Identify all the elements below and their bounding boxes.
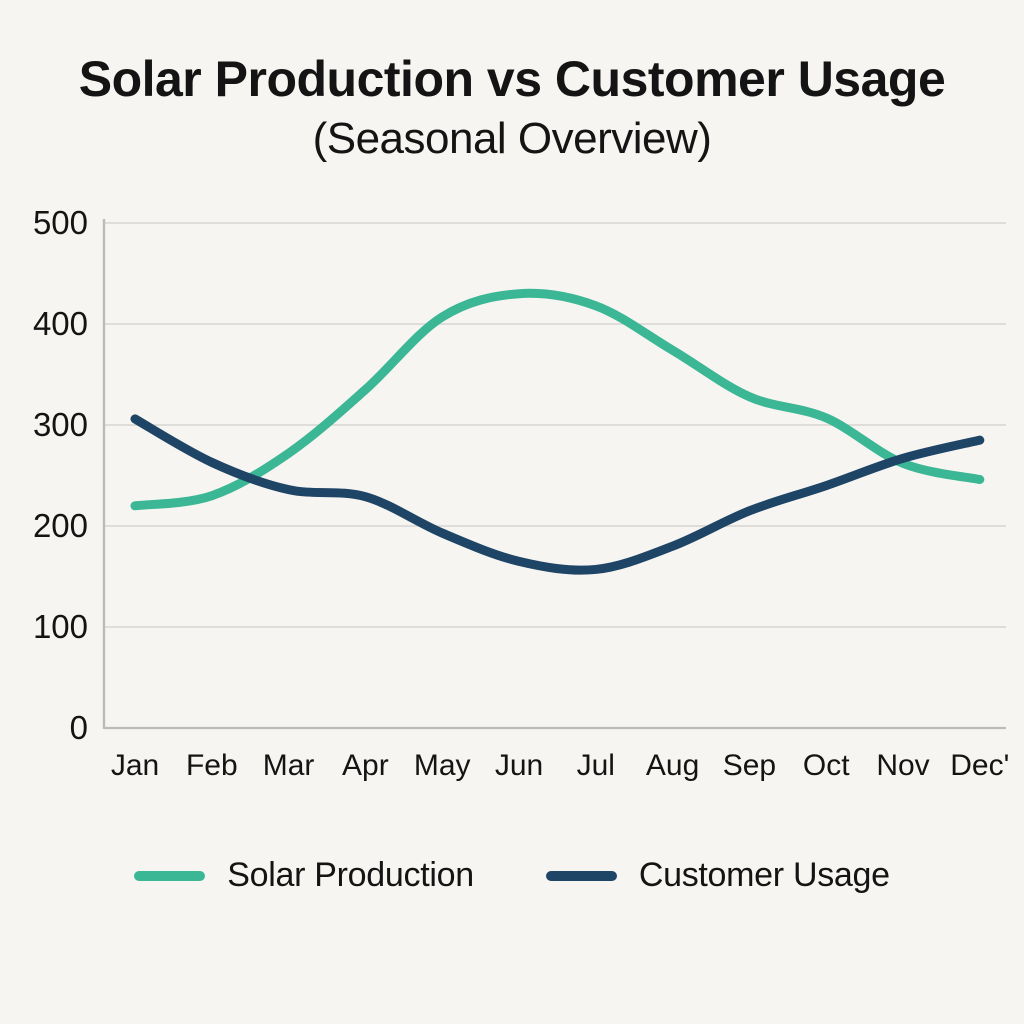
legend-item-solar-production: Solar Production — [134, 856, 474, 895]
x-tick-label-aug: Aug — [646, 749, 699, 782]
x-tick-label-jan: Jan — [111, 749, 159, 782]
x-tick-label-jul: Jul — [577, 749, 615, 782]
series-line-customer-usage — [130, 414, 985, 575]
x-tick-label-nov: Nov — [876, 749, 929, 782]
y-tick-label-500: 500 — [33, 204, 88, 241]
x-tick-label-oct: Oct — [803, 749, 850, 782]
customer-usage-line-swatch — [545, 870, 617, 881]
chart-subtitle: (Seasonal Overview) — [312, 114, 712, 163]
series-line-solar-production — [130, 288, 985, 511]
y-tick-label-100: 100 — [33, 608, 88, 645]
x-tick-label-sep: Sep — [723, 749, 776, 782]
x-tick-label-apr: Apr — [342, 749, 389, 782]
legend-item-customer-usage: Customer Usage — [545, 856, 890, 895]
legend-label-solar-production: Solar Production — [227, 856, 474, 894]
x-tick-label-jun: Jun — [495, 749, 543, 782]
legend: Solar Production Customer Usage — [0, 856, 1024, 895]
y-tick-label-300: 300 — [33, 406, 88, 443]
x-tick-label-mar: Mar — [263, 749, 315, 782]
solar-production-line-swatch — [134, 870, 206, 881]
y-tick-label-400: 400 — [33, 305, 88, 342]
chart-header: Solar Production vs Customer Usage (Seas… — [0, 0, 1024, 163]
legend-label-customer-usage: Customer Usage — [638, 856, 890, 894]
x-tick-label-dec: Dec' — [950, 749, 1009, 782]
y-tick-label-200: 200 — [33, 507, 88, 544]
y-tick-label-0: 0 — [70, 709, 88, 746]
chart-title: Solar Production vs Customer Usage — [78, 51, 946, 107]
x-tick-label-feb: Feb — [186, 749, 238, 782]
x-tick-label-may: May — [414, 749, 471, 782]
